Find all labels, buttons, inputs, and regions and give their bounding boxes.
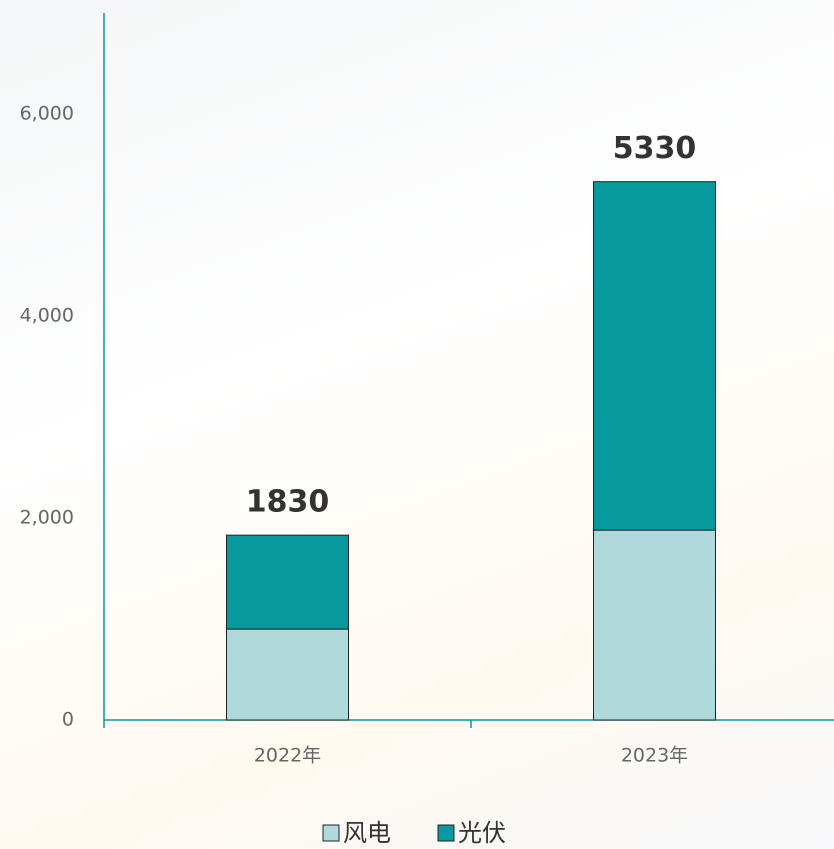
x-tick-label: 2022年 <box>254 745 321 767</box>
y-tick-label: 6,000 <box>20 103 74 125</box>
legend-swatch <box>322 824 340 842</box>
bar-segment <box>226 534 349 630</box>
total-label: 5330 <box>613 131 697 166</box>
legend-swatch <box>437 824 455 842</box>
y-tick-label: 4,000 <box>20 305 74 327</box>
y-tick-label: 0 <box>62 709 74 731</box>
bar-segment <box>593 181 716 531</box>
total-label: 1830 <box>246 485 330 520</box>
x-tick-label: 2023年 <box>621 745 688 767</box>
y-tick-label: 2,000 <box>20 507 74 529</box>
legend-label: 风电 <box>343 819 391 847</box>
legend-label: 光伏 <box>458 819 506 847</box>
bar-segment <box>593 529 716 721</box>
bar-segment <box>226 628 349 721</box>
